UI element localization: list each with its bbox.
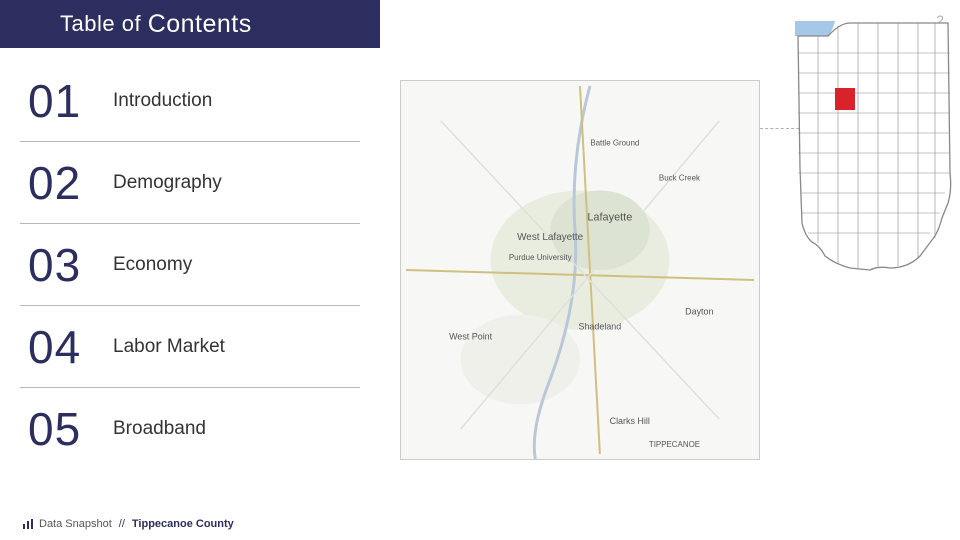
header-bar: Table of Contents [0, 0, 380, 48]
table-of-contents: 01 Introduction 02 Demography 03 Economy… [20, 60, 360, 470]
footer: Data Snapshot // Tippecanoe County [22, 518, 234, 530]
toc-number: 05 [20, 402, 105, 456]
svg-text:TIPPECANOE: TIPPECANOE [649, 440, 700, 449]
svg-text:Dayton: Dayton [685, 307, 713, 317]
toc-row: 03 Economy [20, 224, 360, 306]
svg-text:Battle Ground: Battle Ground [590, 139, 639, 148]
slide: Table of Contents 2 01 Introduction 02 D… [0, 0, 960, 540]
svg-text:West Lafayette: West Lafayette [517, 232, 584, 243]
svg-text:Buck Creek: Buck Creek [659, 174, 700, 183]
header-heavy: Contents [148, 10, 252, 39]
toc-label: Introduction [105, 90, 212, 112]
svg-text:Lafayette: Lafayette [587, 211, 632, 223]
toc-row: 04 Labor Market [20, 306, 360, 388]
chart-icon [22, 518, 34, 530]
svg-text:Shadeland: Shadeland [579, 322, 622, 332]
footer-prefix: Data Snapshot [39, 518, 112, 530]
footer-separator: // [117, 518, 127, 530]
toc-row: 01 Introduction [20, 60, 360, 142]
highlighted-county [835, 88, 855, 110]
state-locator-map [790, 18, 960, 278]
svg-text:Purdue University: Purdue University [509, 253, 572, 262]
toc-label: Economy [105, 254, 192, 276]
svg-text:Clarks Hill: Clarks Hill [610, 416, 650, 426]
toc-number: 03 [20, 238, 105, 292]
footer-county: Tippecanoe County [132, 518, 234, 530]
toc-number: 01 [20, 74, 105, 128]
toc-row: 02 Demography [20, 142, 360, 224]
toc-label: Broadband [105, 418, 206, 440]
toc-label: Demography [105, 172, 222, 194]
header-light: Table of [60, 11, 141, 37]
toc-row: 05 Broadband [20, 388, 360, 470]
toc-label: Labor Market [105, 336, 225, 358]
toc-number: 04 [20, 320, 105, 374]
toc-number: 02 [20, 156, 105, 210]
county-detail-map: LafayetteWest Lafayette Purdue University… [400, 80, 760, 460]
svg-text:West Point: West Point [449, 332, 493, 342]
